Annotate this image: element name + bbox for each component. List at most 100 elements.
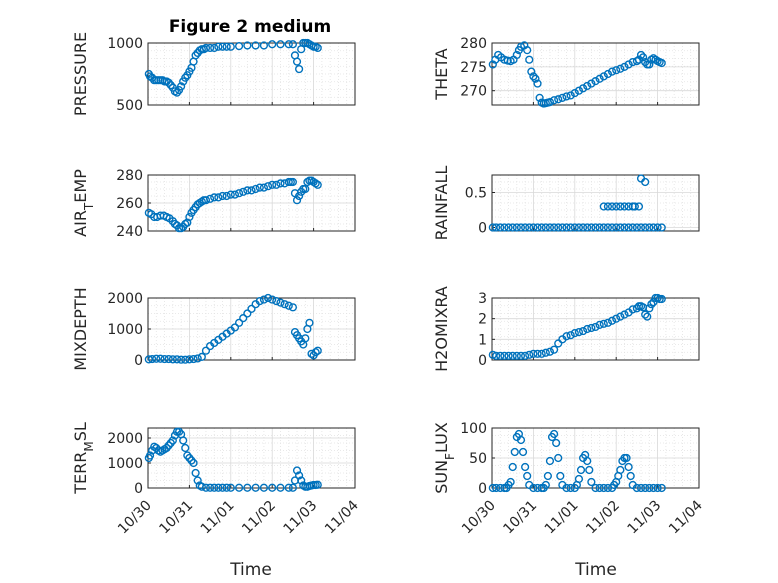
data-point [234,483,244,492]
data-point [657,223,666,232]
y-tick-label: 2000 [107,431,143,447]
data-point [628,305,637,314]
data-point [214,193,223,202]
data-point [288,40,298,49]
data-point [529,349,538,358]
plot-area [491,174,700,232]
data-point [566,223,575,232]
data-point [537,349,546,358]
data-point [313,180,322,189]
subplot-h2omixra: 0 1 2 3 H2OMIXRA [432,286,700,372]
data-point [512,50,521,60]
data-point [218,483,227,492]
plot-area [147,42,356,106]
data-point [562,332,571,341]
data-point [645,223,654,232]
data-point [566,331,575,340]
data-point [201,346,211,355]
data-point [566,91,575,100]
data-point [620,202,629,211]
data-point [599,223,608,232]
data-point [243,186,252,195]
data-point [268,180,277,189]
data-point [523,46,532,55]
data-point [189,458,198,468]
data-point [543,471,552,481]
y-axis-label: AIRTEMP [71,169,96,237]
data-point [554,339,563,348]
data-point [562,483,571,493]
data-point [616,64,625,73]
data-point [527,67,536,76]
data-point [533,79,542,88]
data-point [210,43,219,53]
data-point [492,223,501,232]
data-point [607,202,617,211]
subplot-theta: 270 275 280 THETA [432,36,700,108]
data-point [653,483,662,493]
data-point [276,298,285,307]
data-point [504,223,513,232]
y-axis-label-part: MIXDEPTH [71,287,90,370]
data-point [599,202,608,211]
data-point [624,462,633,472]
data-point [645,304,654,313]
x-tick-label: 11/04 [322,497,362,537]
data-point [549,429,559,439]
data-point [193,476,202,485]
data-point [552,438,561,448]
x-axis-label-right: Time [574,560,617,580]
data-point [263,293,273,303]
data-point [531,74,540,83]
plot-area [491,42,700,106]
data-point [284,40,293,49]
data-point [160,354,169,364]
data-point [210,193,219,202]
data-point [292,466,302,475]
data-point [628,223,637,232]
data-point [585,465,594,475]
data-point [591,223,600,232]
data-point [301,334,310,343]
data-point [529,483,538,493]
data-point [545,223,555,232]
x-tick-label: 11/01 [542,498,582,538]
data-point [574,328,584,337]
data-point [292,57,302,66]
data-point [500,223,509,232]
data-point [496,351,505,360]
data-point [574,86,584,95]
y-axis-label-part: TERR [71,452,90,495]
y-tick-label: 1 [478,332,487,348]
data-point [268,295,277,304]
data-point [222,483,231,492]
data-point [508,223,517,232]
data-point [641,223,650,232]
data-point [603,202,613,211]
data-point [206,483,215,492]
data-point [574,223,584,232]
x-axis-label-left: Time [229,560,272,580]
plot-frame [147,174,356,232]
data-point [657,294,666,304]
data-point [570,88,579,98]
data-point [164,354,173,364]
subplot-terr-msl: 10/30 10/31 11/01 11/02 11/03 11/04 0 1000 2000 T… [71,422,362,537]
data-point [234,41,244,51]
data-point [214,483,223,492]
data-point [603,483,613,493]
y-tick-label: 240 [116,224,143,240]
data-point [612,66,621,75]
data-point [247,186,256,195]
data-point [651,55,660,64]
data-point [311,348,320,357]
data-point [259,41,269,50]
x-tick-label: 11/02 [239,498,279,538]
subplot-air-temp: 240 260 280 AIRTEMP [71,168,356,240]
data-point [243,309,252,318]
data-point [307,349,316,358]
data-point [218,191,227,201]
data-point [622,453,631,463]
data-point [500,351,509,360]
